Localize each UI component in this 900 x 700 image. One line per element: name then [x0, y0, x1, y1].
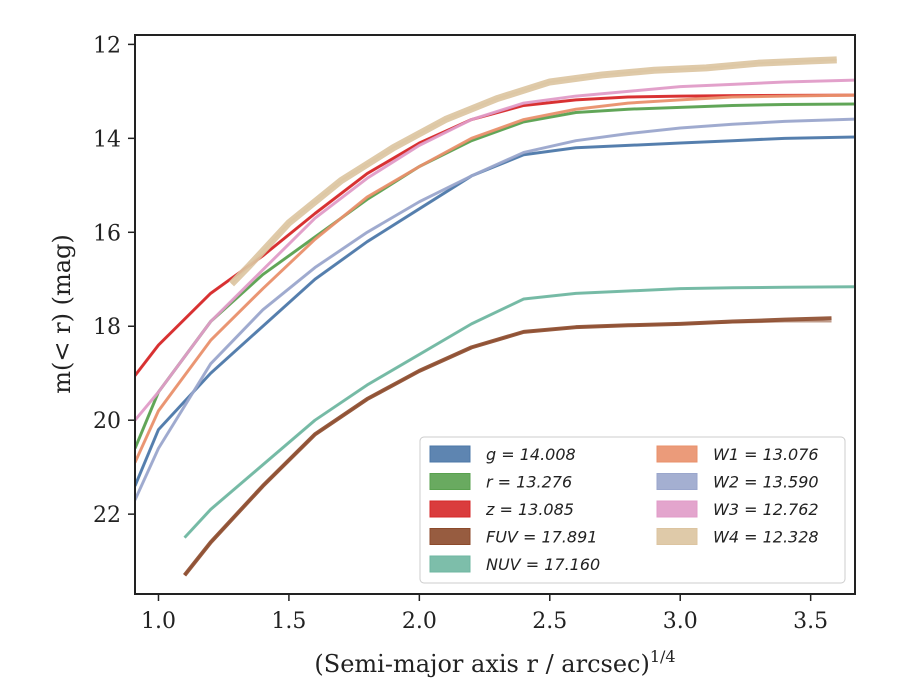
legend-label-NUV: NUV = 17.160: [486, 555, 600, 574]
y-tick-label: 12: [93, 33, 121, 58]
series-W4-faint-line: [230, 58, 837, 285]
legend: g = 14.008 r = 13.276 z = 13.085 FUV = 17.8…: [419, 436, 846, 584]
legend-label-W3: W3 = 12.762: [713, 500, 819, 519]
y-axis-label: m(< r) (mag): [48, 234, 76, 393]
legend-label-W1: W1 = 13.076: [713, 445, 819, 464]
series-z-line: [135, 93, 855, 377]
curves-layer: [135, 56, 855, 577]
legend-swatch-W2: [656, 473, 698, 490]
legend-swatch-W3: [656, 500, 698, 518]
legend-box: [419, 436, 846, 584]
legend-swatch-FUV: [429, 528, 471, 545]
x-axis-label-text: (Semi-major axis r / arcsec): [314, 650, 649, 678]
legend-swatch-z: [429, 500, 471, 518]
x-tick-label: 1.5: [271, 609, 306, 634]
legend-label-W2: W2 = 13.590: [713, 473, 819, 492]
legend-swatch-W1: [656, 445, 698, 463]
x-tick-label: 3.5: [793, 609, 828, 634]
series-W4-line: [229, 56, 837, 287]
legend-swatch-NUV: [429, 555, 471, 573]
x-tick-label: 3.0: [663, 609, 698, 634]
x-axis-label-superscript: 1/4: [650, 647, 676, 666]
axes-layer: 1.0 1.5 2.0 2.5 3.0 3.5 12 14 16 18 20 22: [93, 33, 856, 634]
series-W1-line: [135, 93, 855, 464]
legend-label-g: g = 14.008: [486, 445, 576, 464]
plot-frame: [134, 34, 856, 595]
legend-label-z: z = 13.085: [485, 500, 574, 519]
x-tick-label: 1.0: [141, 609, 176, 634]
series-W1-faint-line: [135, 94, 855, 463]
series-W2-line: [135, 117, 855, 501]
legend-swatch-r: [429, 473, 471, 490]
x-tick-label: 2.0: [402, 609, 437, 634]
x-tick-label: 2.5: [532, 609, 567, 634]
series-z-faint-line: [135, 94, 855, 377]
x-axis-label: (Semi-major axis r / arcsec)1/4: [314, 647, 675, 678]
series-NUV-line: [183, 285, 855, 539]
y-tick-label: 20: [93, 409, 121, 434]
legend-swatch-W4: [656, 528, 698, 545]
series-W3-line: [135, 78, 855, 422]
legend-label-FUV: FUV = 17.891: [486, 528, 597, 547]
legend-label-r: r = 13.276: [486, 473, 572, 492]
legend-label-W4: W4 = 12.328: [713, 528, 819, 547]
series-FUV-line: [183, 316, 832, 577]
y-tick-label: 16: [93, 221, 121, 246]
legend-swatch-g: [429, 445, 471, 463]
y-tick-label: 14: [93, 127, 121, 152]
y-tick-label: 22: [93, 503, 121, 528]
y-tick-label: 18: [93, 315, 121, 340]
